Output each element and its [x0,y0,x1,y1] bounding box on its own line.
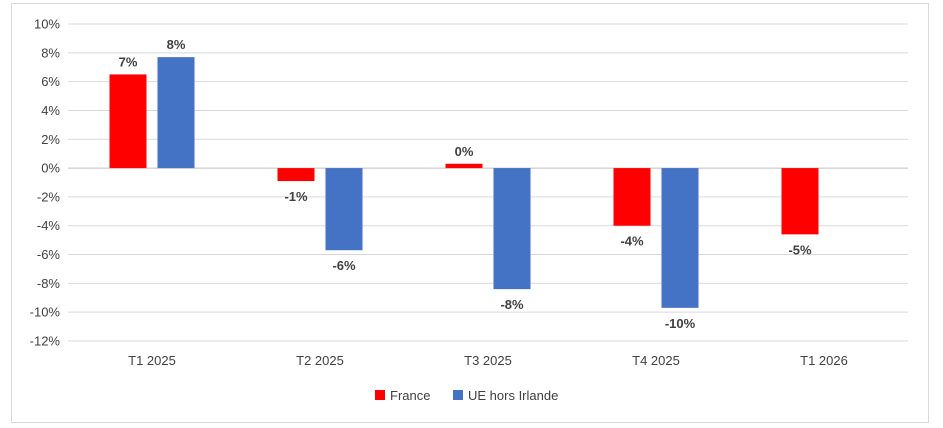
legend-swatch [453,390,463,400]
x-tick-label: T1 2025 [128,353,176,368]
y-tick-label: -2% [37,189,61,204]
y-tick-label: 0% [41,161,60,176]
y-tick-label: -12% [30,334,61,349]
data-label: 8% [167,37,186,52]
y-tick-label: 4% [41,103,60,118]
data-label: -5% [788,242,812,257]
y-tick-label: -4% [37,218,61,233]
bar-france [781,168,819,235]
bar-france [613,168,651,226]
bar-ue-hors-irlande [325,168,363,251]
data-label: -4% [620,234,644,249]
x-axis-ticks: T1 2025 T2 2025 T3 2025 T4 2025 T1 2026 [128,353,848,368]
x-tick-label: T2 2025 [296,353,344,368]
bar-ue-hors-irlande [493,168,531,290]
data-label: 0% [455,144,474,159]
data-label: -8% [500,297,524,312]
y-tick-label: 6% [41,74,60,89]
y-tick-label: -10% [30,305,61,320]
bar-france [109,74,147,169]
data-label: -1% [284,189,308,204]
legend-label: France [390,388,430,403]
legend-swatch [375,390,385,400]
x-tick-label: T1 2026 [800,353,848,368]
x-tick-label: T3 2025 [464,353,512,368]
y-axis-ticks: 10% 8% 6% 4% 2% 0% -2% -4% -6% -8% -10% -12% [30,17,61,349]
y-tick-label: 2% [41,132,60,147]
y-tick-label: -8% [37,276,61,291]
bar-ue-hors-irlande [157,57,195,169]
y-tick-label: 8% [41,45,60,60]
bar-france [277,168,315,182]
x-tick-label: T4 2025 [632,353,680,368]
data-label: -10% [665,316,696,331]
data-labels: 7% 8% -1% -6% 0% -8% -4% -10% -5% [119,37,812,331]
data-label: 7% [119,54,138,69]
bar-france [445,163,483,169]
y-tick-label: 10% [34,17,60,32]
gridlines [68,23,908,342]
y-tick-label: -6% [37,247,61,262]
bars [109,57,819,308]
data-label: -6% [332,258,356,273]
legend-label: UE hors Irlande [468,388,558,403]
legend: France UE hors Irlande [375,388,558,403]
bar-ue-hors-irlande [661,168,699,308]
